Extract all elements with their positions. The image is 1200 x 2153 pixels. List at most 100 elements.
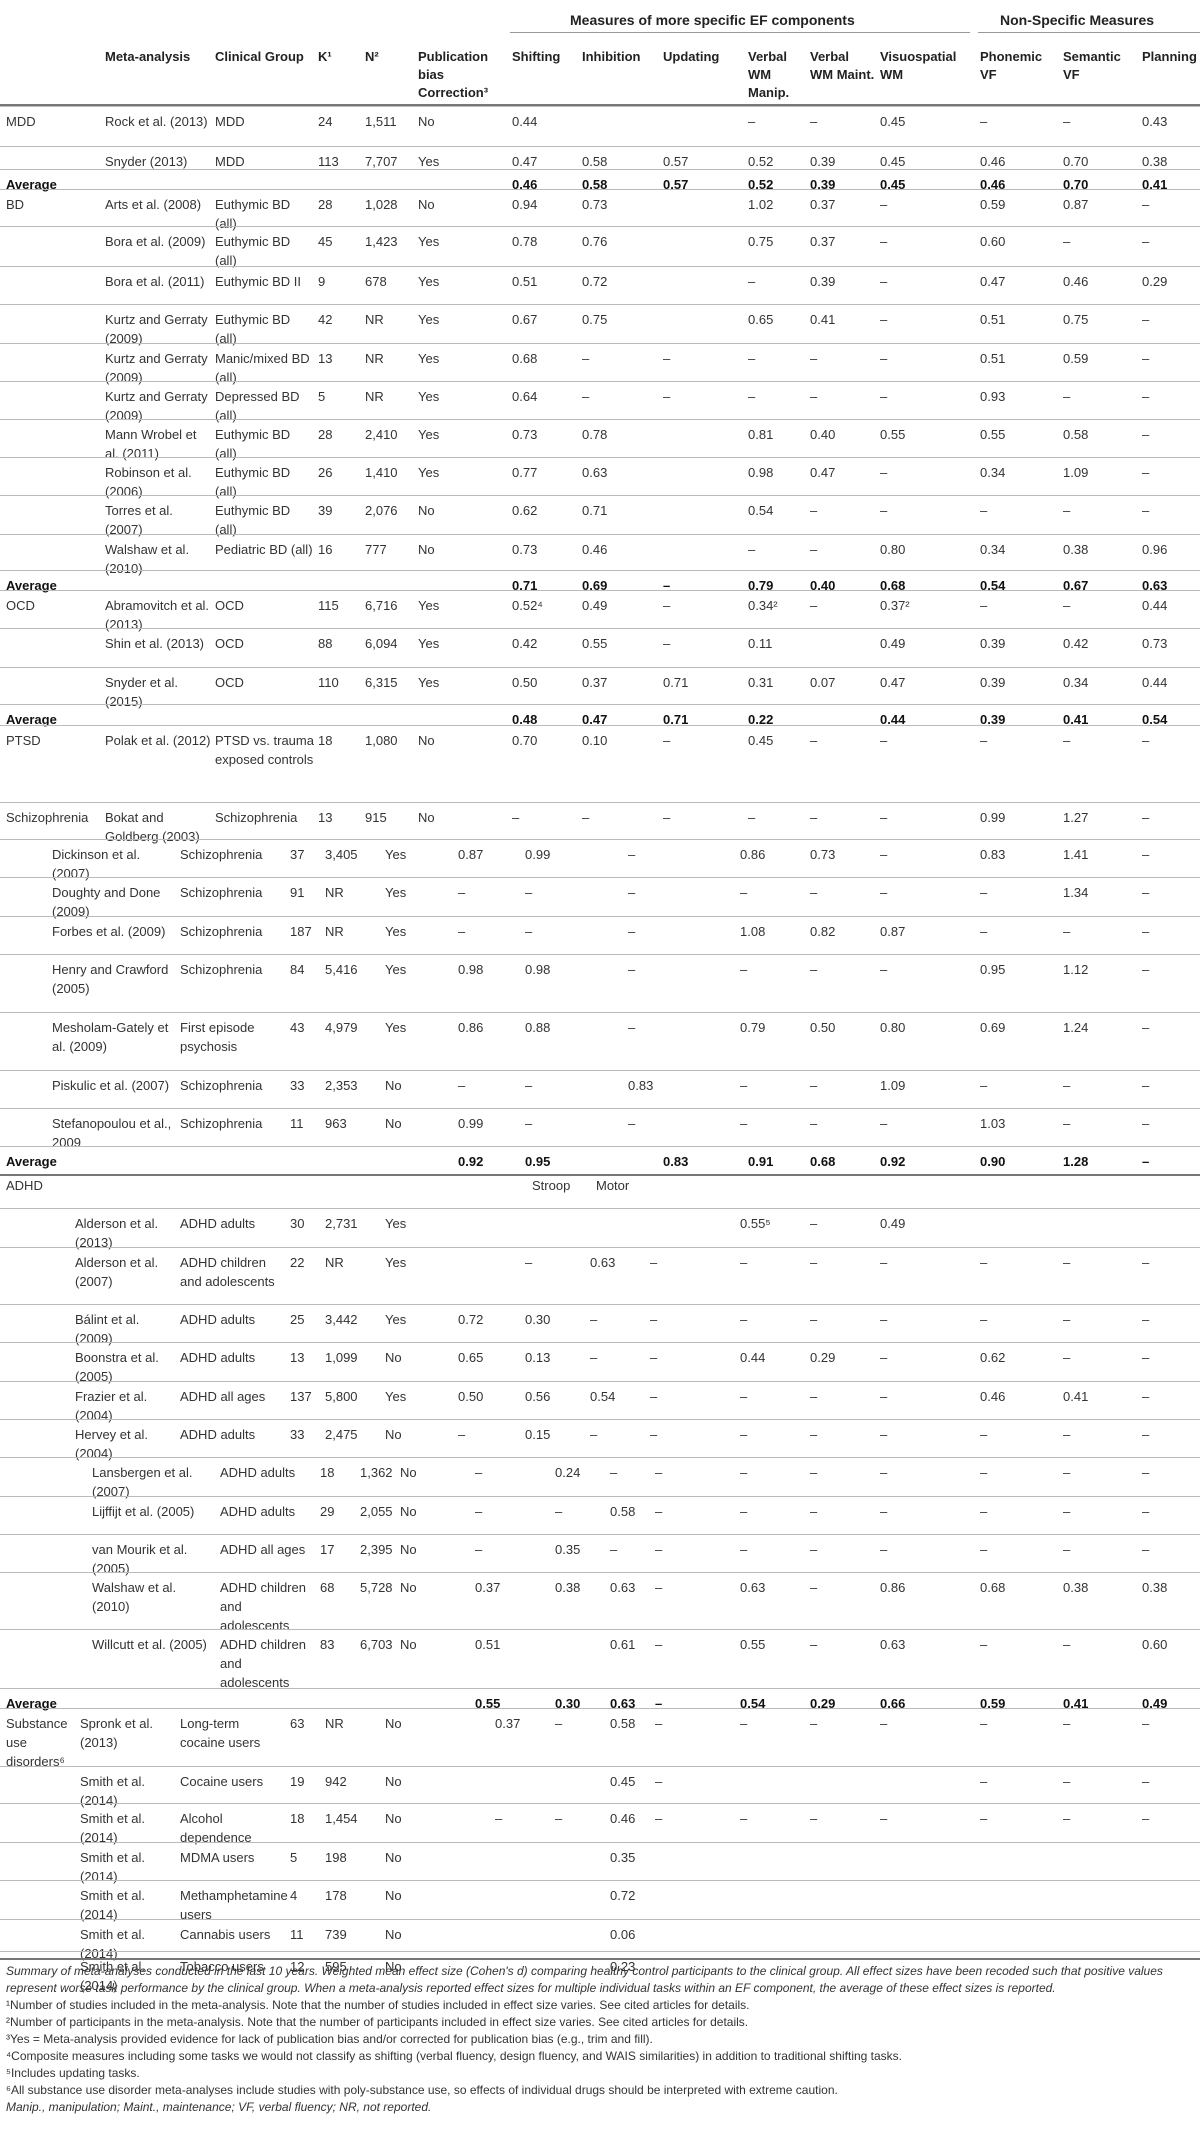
table-cell: 0.51 (980, 312, 1006, 327)
table-cell: Kurtz and Gerraty (2009) (105, 312, 208, 346)
table-cell: – (512, 810, 520, 825)
table-cell: Yes (418, 675, 440, 690)
table-cell: 1,080 (365, 733, 398, 748)
table-cell: 0.06 (610, 1927, 636, 1942)
table-cell: – (555, 1504, 563, 1519)
table-cell: 0.34 (980, 542, 1006, 557)
table-cell: Smith et al. (2014) (80, 1888, 146, 1922)
table-cell: 28 (318, 427, 333, 442)
table-cell: – (980, 1811, 988, 1826)
table-cell: – (663, 351, 671, 366)
table-cell: 0.45 (880, 114, 906, 129)
table-cell: OCD (215, 636, 244, 651)
table-cell: 0.44 (1142, 598, 1168, 613)
table-cell: – (1063, 114, 1071, 129)
table-cell: Yes (418, 351, 440, 366)
table-cell: 6,094 (365, 636, 398, 651)
table-cell: – (1142, 1774, 1150, 1789)
table-cell: PTSD vs. trauma exposed controls (215, 733, 314, 767)
table-cell: 0.62 (980, 1350, 1006, 1365)
table-cell: 0.49 (880, 636, 906, 651)
table-cell: 1,410 (365, 465, 398, 480)
table-cell: 0.38 (1063, 542, 1089, 557)
table-cell: 0.44 (1142, 675, 1168, 690)
table-cell: – (590, 1312, 598, 1327)
table-cell: – (1063, 1078, 1071, 1093)
table-cell: – (740, 1078, 748, 1093)
table-cell: – (880, 465, 888, 480)
table-cell: – (880, 885, 888, 900)
table-cell: – (880, 1350, 888, 1365)
table-cell: – (1142, 885, 1150, 900)
table-cell: – (663, 733, 671, 748)
table-cell: 0.38 (1142, 1580, 1168, 1595)
table-cell: 3,442 (325, 1312, 358, 1327)
table-cell: 9 (318, 274, 326, 289)
table-cell: NR (325, 885, 344, 900)
table-cell: 0.39 (980, 712, 1006, 727)
table-cell: 0.47 (810, 465, 836, 480)
table-cell: Yes (418, 234, 440, 249)
table-cell: 0.81 (748, 427, 774, 442)
table-cell: – (1063, 1716, 1071, 1731)
row-divider (0, 704, 1200, 705)
table-cell: 0.98 (458, 962, 484, 977)
table-cell: 0.29 (1142, 274, 1168, 289)
table-cell: 3,405 (325, 847, 358, 862)
table-cell: 0.86 (458, 1020, 484, 1035)
table-cell: BD (6, 197, 25, 212)
table-cell: PTSD (6, 733, 41, 748)
table-cell: – (740, 1389, 748, 1404)
table-cell: 1,511 (365, 114, 397, 129)
column-header: Clinical Group (215, 49, 304, 64)
table-cell: Yes (418, 636, 440, 651)
table-cell: – (980, 598, 988, 613)
table-cell: 0.65 (748, 312, 774, 327)
table-cell: 83 (320, 1637, 335, 1652)
table-cell: 26 (318, 465, 333, 480)
table-cell: 0.72 (610, 1888, 636, 1903)
table-cell: 18 (290, 1811, 305, 1826)
table-cell: 0.57 (663, 154, 689, 169)
table-cell: 198 (325, 1850, 347, 1865)
table-cell: No (385, 1888, 402, 1903)
average-cell: 0.83 (663, 1154, 689, 1169)
table-cell: – (810, 389, 818, 404)
table-cell: 0.98 (748, 465, 774, 480)
group-nonspecific: Non-Specific Measures (1000, 12, 1155, 28)
average-cell: 0.90 (980, 1154, 1006, 1169)
table-cell: 1.34 (1063, 885, 1089, 900)
table-cell: Alcohol dependence (180, 1811, 252, 1845)
table-cell: 0.55 (980, 427, 1006, 442)
row-divider (0, 343, 1200, 344)
table-cell: 0.60 (980, 234, 1006, 249)
column-header: K¹ (318, 49, 332, 64)
average-cell: 1.28 (1063, 1154, 1089, 1169)
column-group-headers: Measures of more specific EF components … (0, 12, 1200, 32)
table-cell: – (740, 1542, 748, 1557)
table-cell: – (1142, 1811, 1150, 1826)
average-cell: 0.49 (1142, 1696, 1168, 1711)
table-cell: 84 (290, 962, 305, 977)
table-cell: – (740, 1312, 748, 1327)
row-divider (0, 381, 1200, 382)
table-cell: 0.72 (458, 1312, 484, 1327)
table-cell: – (880, 733, 888, 748)
table-cell: 1.12 (1063, 962, 1089, 977)
table-cell: 595 (325, 1959, 347, 1974)
table-cell: – (980, 1078, 988, 1093)
table-cell: – (740, 1116, 748, 1131)
row-divider (0, 169, 1200, 170)
table-cell: 18 (320, 1465, 335, 1480)
table-cell: No (400, 1542, 417, 1557)
table-cell: Yes (418, 465, 440, 480)
row-divider (0, 1419, 1200, 1420)
table-cell: 0.64 (512, 389, 538, 404)
table-cell: No (385, 1774, 402, 1789)
table-cell: 33 (290, 1427, 305, 1442)
table-cell: Yes (385, 1020, 407, 1035)
table-cell: 2,410 (365, 427, 398, 442)
table-cell: – (740, 1811, 748, 1826)
row-divider (0, 1496, 1200, 1497)
table-cell: – (810, 1255, 818, 1270)
